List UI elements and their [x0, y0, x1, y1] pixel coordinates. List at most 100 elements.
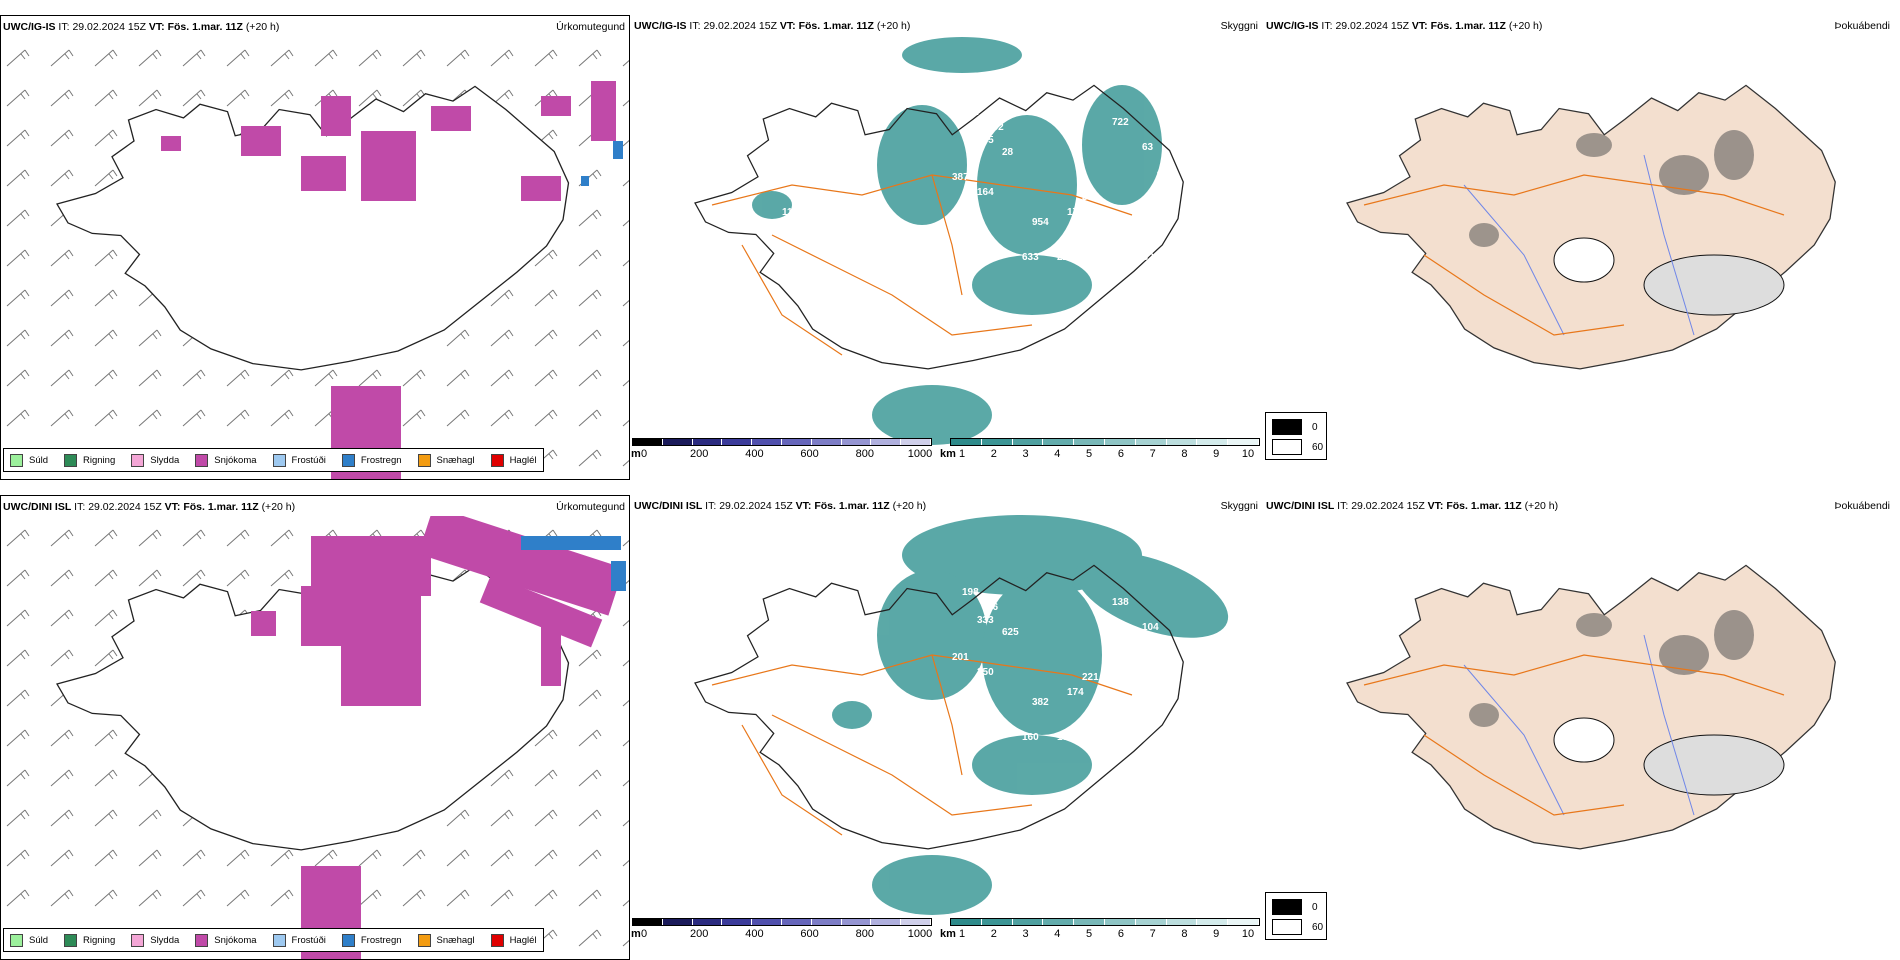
- legend-item: Súld: [10, 453, 49, 467]
- legend-label: Frostregn: [360, 934, 402, 946]
- panel-title: Úrkomutegund: [556, 501, 625, 513]
- ceiling-value-label: 46: [987, 602, 999, 613]
- visibility-scale-top: km 1 2 3 4 5 6 7 8 9 10: [940, 438, 1260, 464]
- scale-color-segment: [752, 919, 782, 925]
- precip-type-panel-bottom: UWC/DINI ISL IT: 29.02.2024 15Z VT: Fös.…: [0, 495, 630, 960]
- rivers: [1463, 154, 1695, 336]
- legend-item: Súld: [10, 933, 48, 947]
- scale-color-segment: [901, 439, 931, 445]
- legend-item: Frostúði: [272, 453, 326, 467]
- legend-item: Rigning: [64, 453, 116, 467]
- ceiling-value-label: 63: [1142, 142, 1154, 153]
- ceiling-value-label: 88: [1157, 647, 1169, 658]
- ceiling-value-label: 3: [1137, 732, 1143, 743]
- road-network: [711, 174, 1133, 356]
- legend-swatch: [195, 933, 209, 947]
- legend-label: Snjókoma: [214, 934, 257, 946]
- road-network: [1363, 654, 1785, 816]
- legend-label: Snjókoma: [214, 454, 257, 466]
- scale-color-segment: [752, 439, 782, 445]
- fog-areas: [1469, 610, 1754, 727]
- ceiling-scale-top: m 0 200 400 600 800 1000: [631, 438, 932, 464]
- scale-tick-label: 600: [800, 448, 819, 460]
- panel-header: UWC/IG-IS IT: 29.02.2024 15Z VT: Fös. 1.…: [634, 20, 911, 32]
- ceiling-value-label: 722: [1112, 117, 1129, 128]
- scale-tick-label: 9: [1213, 448, 1220, 460]
- ceiling-value-label: 367: [1082, 192, 1099, 203]
- scale-color-segment: [1228, 439, 1259, 445]
- frozen-rain-areas: [581, 141, 623, 186]
- ceiling-value-label: 250: [977, 667, 994, 678]
- scale-color-segment: [1135, 439, 1167, 445]
- legend-label: Súld: [29, 454, 49, 466]
- scale-color-segment: [722, 439, 753, 445]
- ceiling-value-label: 201: [952, 652, 969, 663]
- ceiling-value-label: 165: [977, 135, 994, 146]
- panel-header: UWC/IG-IS IT: 29.02.2024 15Z VT: Fös. 1.…: [3, 21, 280, 33]
- legend-label: Rigning: [83, 934, 116, 946]
- scale-color-segment: [1135, 919, 1167, 925]
- scale-color-segment: [1074, 439, 1105, 445]
- scale-tick-label: 6: [1117, 928, 1124, 940]
- low-visibility-areas: [752, 37, 1162, 445]
- scale-tick-label: 800: [855, 928, 874, 940]
- legend-swatch: [341, 453, 355, 467]
- legend-item: Slydda: [131, 453, 180, 467]
- glaciers: [1553, 717, 1785, 796]
- legend-item: Snæhagl: [417, 453, 475, 467]
- scale-color-segment: [692, 919, 723, 925]
- scale-color-segment: [901, 919, 931, 925]
- fog-map: [1346, 564, 1836, 850]
- fog-panel-bottom: UWC/DINI ISL IT: 29.02.2024 15Z VT: Fös.…: [1264, 495, 1894, 960]
- ceiling-value-label: 333: [977, 615, 994, 626]
- scale-tick-label: 0: [640, 448, 648, 460]
- legend-label: Snæhagl: [436, 934, 475, 946]
- scale-tick-label: 2: [990, 928, 997, 940]
- scale-color-segment: [1228, 919, 1259, 925]
- scale-tick-label: 4: [1054, 928, 1061, 940]
- scale-tick-label: 1: [958, 928, 966, 940]
- scale-color-segment: [781, 919, 812, 925]
- scale-color-segment: [841, 439, 872, 445]
- panel-header: UWC/IG-IS IT: 29.02.2024 15Z VT: Fös. 1.…: [1266, 20, 1543, 32]
- legend-label: Haglél: [509, 934, 537, 946]
- ceiling-value-label: 223: [1057, 252, 1074, 263]
- legend-item: Snjókoma: [195, 453, 257, 467]
- scale-tick-label: 0: [640, 928, 648, 940]
- scale-tick-label: 8: [1181, 928, 1188, 940]
- visibility-panel-bottom: UWC/DINI ISL IT: 29.02.2024 15Z VT: Fös.…: [632, 495, 1262, 960]
- ceiling-value-label: 174: [1067, 687, 1084, 698]
- scale-tick-label: 9: [1213, 928, 1220, 940]
- legend-item: Snæhagl: [417, 933, 475, 947]
- legend-label: Slydda: [150, 454, 180, 466]
- ceiling-value-label: 382: [1032, 697, 1049, 708]
- scale-tick-label: 2: [990, 448, 997, 460]
- ceiling-value-label: 104: [1142, 622, 1159, 633]
- legend-item: Frostregn: [341, 933, 402, 947]
- legend-label: Rigning: [83, 454, 116, 466]
- legend-swatch: [64, 453, 78, 467]
- road-network: [1363, 174, 1785, 336]
- scale-color-segment: [871, 439, 902, 445]
- legend-swatch: [195, 453, 209, 467]
- scale-color-segment: [1104, 919, 1136, 925]
- scale-color-segment: [1074, 919, 1105, 925]
- panel-header: UWC/DINI ISL IT: 29.02.2024 15Z VT: Fös.…: [1266, 500, 1559, 512]
- ceiling-value-label: 22: [1127, 227, 1139, 238]
- precip-type-legend: Súld Rigning Slydda Snjókoma Frostúði Frostre…: [3, 928, 544, 952]
- scale-color-segment: [811, 439, 842, 445]
- ceiling-value-label: 722: [962, 107, 979, 118]
- ceiling-value-label: 198: [962, 587, 979, 598]
- low-visibility-areas: [832, 515, 1229, 915]
- legend-label: Frostúði: [291, 454, 326, 466]
- scale-tick-label: 5: [1086, 928, 1093, 940]
- panel-header: UWC/DINI ISL IT: 29.02.2024 15Z VT: Fös.…: [634, 500, 927, 512]
- scale-color-segment: [981, 439, 1013, 445]
- legend-swatch: [131, 453, 145, 467]
- legend-swatch: [10, 933, 23, 947]
- scale-color-segment: [1012, 439, 1044, 445]
- legend-swatch: [10, 453, 23, 467]
- scale-tick-label: 6: [1117, 448, 1124, 460]
- fog-areas: [1469, 130, 1754, 247]
- legend-label: Frostregn: [360, 454, 402, 466]
